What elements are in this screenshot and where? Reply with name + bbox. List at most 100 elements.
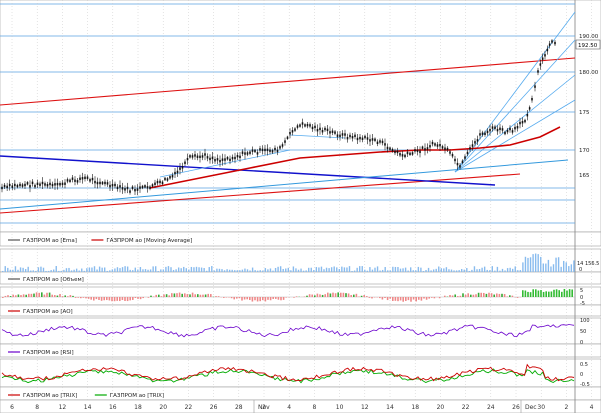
rsi-legend-bar: [0, 344, 601, 357]
candle-body: [62, 183, 64, 185]
last-price-label: 192.50: [578, 43, 598, 49]
ao-bar: [176, 293, 178, 297]
ao-bar: [96, 297, 98, 299]
ao-bar: [457, 296, 459, 297]
volume-bar: [484, 267, 485, 272]
volume-bar: [155, 266, 156, 272]
volume-bar: [22, 268, 23, 272]
candle-body: [247, 152, 249, 154]
volume-bar: [308, 268, 309, 272]
volume-bar: [158, 271, 159, 272]
ao-bar: [59, 294, 61, 297]
ao-bar: [12, 295, 14, 297]
volume-bar: [2, 271, 3, 272]
volume-bar: [328, 268, 329, 272]
ao-bar: [423, 297, 425, 299]
candle-body: [284, 140, 286, 142]
candle-body: [312, 127, 314, 129]
ao-bar: [319, 294, 321, 297]
volume-bar: [275, 268, 276, 272]
candle-body: [274, 148, 276, 150]
candle-body: [449, 151, 451, 153]
candle-body: [267, 149, 269, 151]
ao-bar: [142, 297, 144, 298]
volume-bar: [415, 270, 416, 272]
ao-bar: [353, 295, 355, 297]
volume-bar: [372, 270, 373, 272]
candle-body: [454, 159, 456, 161]
candle-body: [459, 165, 461, 167]
ao-bar: [101, 297, 103, 301]
ao-bar: [332, 293, 334, 297]
ao-bar: [83, 297, 85, 298]
candle-body: [534, 85, 536, 87]
ao-bar: [488, 293, 490, 297]
volume-bar: [137, 270, 138, 272]
candle-body: [54, 183, 56, 185]
ao-bar: [452, 295, 454, 297]
candle-body: [531, 98, 533, 100]
candle-body: [72, 177, 74, 179]
ao-bar: [236, 297, 238, 299]
candle-body: [44, 183, 46, 185]
candle-body: [469, 147, 471, 149]
candle-body: [222, 158, 224, 160]
volume-bar: [247, 269, 248, 272]
candle-body: [477, 139, 479, 141]
volume-bar: [413, 270, 414, 272]
volume-bar: [206, 271, 207, 272]
candle-body: [47, 184, 49, 186]
candle-body: [177, 171, 179, 173]
volume-bar: [298, 270, 299, 272]
volume-bar: [499, 271, 500, 272]
candle-body: [387, 147, 389, 149]
candle-body: [204, 153, 206, 155]
volume-bar: [295, 268, 296, 272]
ao-bar: [444, 296, 446, 297]
candle-body: [207, 156, 209, 158]
volume-bar: [109, 270, 110, 272]
candle-body: [540, 63, 542, 65]
volume-bar: [76, 269, 77, 272]
volume-bar: [487, 270, 488, 272]
volume-bar: [321, 267, 322, 272]
volume-bar: [479, 269, 480, 272]
volume-bar: [418, 267, 419, 272]
candle-body: [104, 182, 106, 184]
month-label-nov: Nov: [258, 404, 270, 411]
volume-bar: [124, 266, 125, 272]
volume-bar: [237, 270, 238, 272]
ao-bar: [223, 297, 225, 298]
candle-body: [417, 150, 419, 152]
candle-body: [154, 183, 156, 185]
volume-bar: [5, 266, 6, 272]
candle-body: [217, 158, 219, 160]
candle-body: [369, 139, 371, 141]
ao-bar: [38, 293, 40, 297]
ao-bar: [163, 294, 165, 297]
ao-bar: [561, 292, 563, 297]
ao-bar: [480, 293, 482, 297]
x-tick-label: 30: [537, 404, 545, 411]
ao-bar: [41, 292, 43, 297]
x-tick-label: 20: [159, 404, 167, 411]
ao-bar: [293, 297, 295, 298]
candle-body: [87, 177, 89, 179]
volume-bar: [91, 268, 92, 272]
trix-legend-label: ГАЗПРОМ ао [TRIX]: [23, 393, 77, 399]
x-tick-label: 16: [109, 404, 117, 411]
candle-body: [282, 144, 284, 146]
x-tick-label: 4: [287, 404, 291, 411]
ao-bar: [257, 297, 259, 301]
volume-bar: [130, 270, 131, 272]
ao-bar: [36, 292, 38, 297]
x-tick-label: 14: [386, 404, 394, 411]
ao-bar: [109, 297, 111, 300]
candle-body: [64, 183, 66, 185]
volume-bar: [313, 270, 314, 272]
ao-bar: [387, 297, 389, 300]
candle-body: [6, 186, 8, 188]
ao-bar: [28, 294, 30, 297]
candle-body: [429, 145, 431, 147]
volume-bar: [436, 269, 437, 272]
